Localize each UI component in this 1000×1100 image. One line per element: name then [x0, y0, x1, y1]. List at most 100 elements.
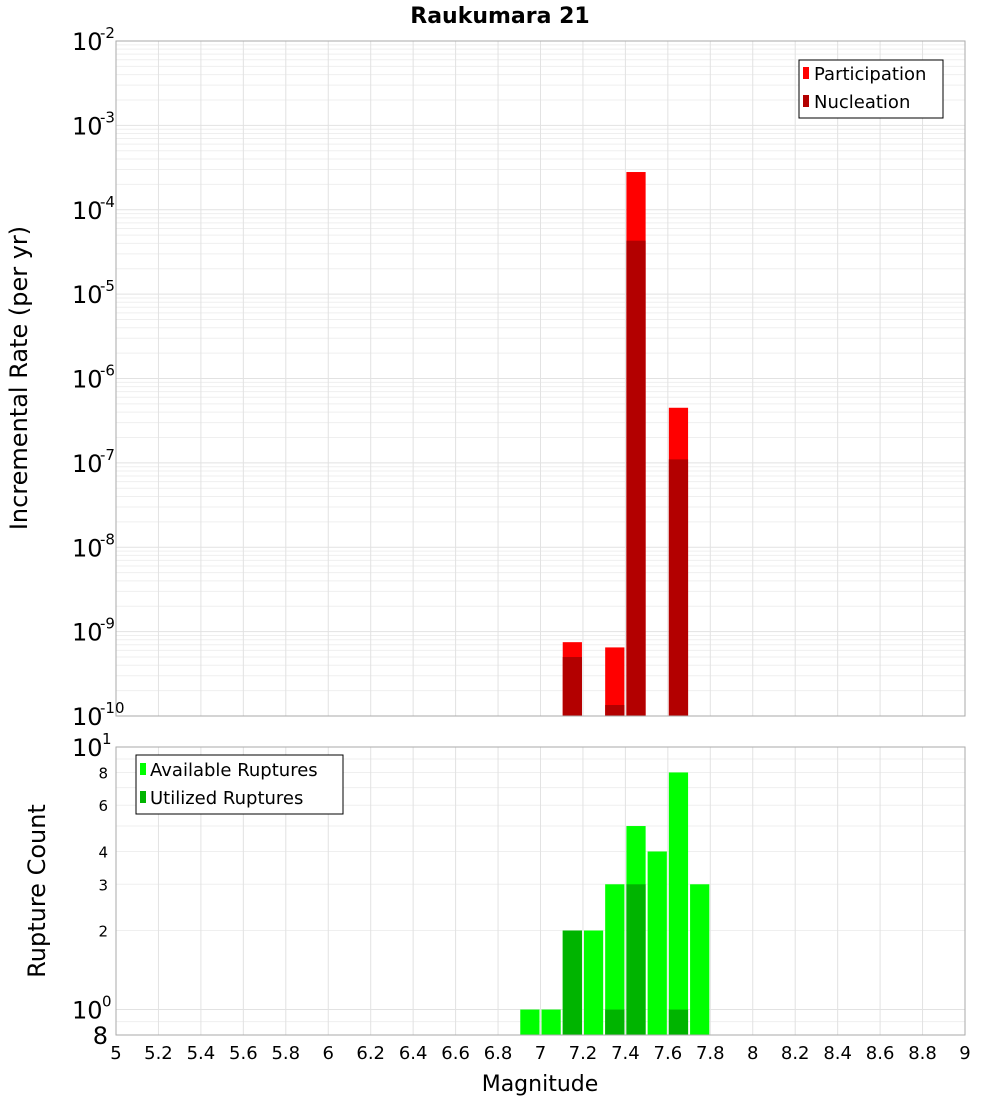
rate-plot-frame — [115, 40, 966, 717]
rate-y-tick-label: 10-6 — [72, 362, 115, 394]
nucleation-bar — [668, 459, 689, 716]
rate-legend-box — [798, 59, 944, 119]
x-tick-label: 7 — [535, 1043, 546, 1064]
rate-y-tick-label: 10-8 — [72, 530, 115, 562]
x-tick-label: 6.6 — [441, 1043, 470, 1064]
available-ruptures-bar — [647, 851, 667, 1035]
available-ruptures-bar — [690, 884, 710, 1035]
x-tick-label: 6 — [323, 1043, 334, 1064]
legend-swatch-nucleation — [803, 95, 809, 107]
nucleation-bar — [562, 657, 582, 716]
rate-y-tick-exponent: -10 — [100, 699, 125, 717]
count-y-minor-tick-label: 4 — [98, 843, 108, 861]
utilized-ruptures-bar — [626, 884, 646, 1035]
count-y-axis-label: Rupture Count — [23, 804, 51, 978]
available-ruptures-bar — [605, 884, 625, 1035]
x-tick-label: 5.4 — [187, 1043, 216, 1064]
legend-label-nucleation: Nucleation — [814, 92, 910, 113]
rate-y-tick-base: 10 — [72, 619, 103, 647]
rate-y-tick-exponent: -8 — [100, 530, 115, 548]
rate-y-tick-exponent: -4 — [100, 193, 115, 211]
rate-y-tick-label: 10-10 — [72, 699, 125, 731]
count-y-tick-label: 10 1 — [72, 730, 112, 762]
count-legend-box — [135, 754, 344, 815]
rate-y-tick-base: 10 — [72, 534, 103, 562]
utilized-ruptures-bar — [562, 930, 582, 1035]
rate-y-tick-label: 10-7 — [72, 446, 115, 478]
rate-plot-grid — [115, 40, 966, 717]
count-y-tick-base: 10 — [72, 997, 103, 1025]
count-y-tick-exponent: 1 — [102, 730, 112, 748]
rate-y-tick-label: 10-5 — [72, 277, 115, 309]
count-y-minor-tick-label: 2 — [98, 923, 108, 941]
rate-y-tick-label: 10-4 — [72, 193, 115, 225]
rate-y-tick-label: 10-9 — [72, 615, 115, 647]
count-plot-frame — [115, 746, 966, 1036]
x-tick-label: 5.6 — [229, 1043, 258, 1064]
utilized-ruptures-bar — [605, 1009, 625, 1035]
x-tick-label: 8.4 — [823, 1043, 852, 1064]
legend-label-available: Available Ruptures — [150, 760, 318, 781]
rate-y-tick-base: 10 — [72, 366, 103, 394]
x-axis-label: Magnitude — [482, 1072, 599, 1097]
available-ruptures-bar — [668, 772, 689, 1035]
rate-y-tick-exponent: -5 — [100, 277, 115, 295]
x-tick-label: 9 — [959, 1043, 970, 1064]
x-tick-label: 8.2 — [781, 1043, 810, 1064]
rate-y-tick-base: 10 — [72, 28, 103, 56]
rate-y-tick-base: 10 — [72, 197, 103, 225]
x-tick-label: 6.4 — [399, 1043, 428, 1064]
utilized-ruptures-bar — [668, 1009, 689, 1035]
chart-title: Raukumara 21 — [410, 4, 589, 29]
available-ruptures-bar — [583, 930, 604, 1035]
count-y-tick-base: 10 — [72, 734, 103, 762]
legend-swatch-participation — [803, 67, 809, 79]
count-y-tick-label: 10 0 — [72, 993, 112, 1025]
rate-y-tick-exponent: -9 — [100, 615, 115, 633]
count-y-tick-exponent: 0 — [102, 993, 112, 1011]
nucleation-bar — [626, 240, 646, 717]
x-tick-label: 5.2 — [144, 1043, 173, 1064]
count-plot-bars — [520, 772, 710, 1035]
x-tick-label: 8 — [747, 1043, 758, 1064]
participation-bar — [605, 647, 625, 716]
rate-y-tick-exponent: -3 — [100, 108, 115, 126]
nucleation-bar — [605, 705, 625, 716]
rate-legend: Participation Nucleation — [798, 59, 944, 119]
rate-y-tick-label: 10-3 — [72, 108, 115, 140]
rate-y-tick-exponent: -2 — [100, 24, 115, 42]
rate-y-tick-base: 10 — [72, 281, 103, 309]
x-tick-label: 6.2 — [356, 1043, 385, 1064]
legend-label-utilized: Utilized Ruptures — [150, 788, 303, 809]
x-tick-label: 7.4 — [611, 1043, 640, 1064]
x-tick-label: 7.6 — [654, 1043, 683, 1064]
rate-y-tick-exponent: -7 — [100, 446, 115, 464]
rate-y-tick-base: 10 — [72, 703, 103, 731]
count-y-minor-tick-label: 6 — [98, 797, 108, 815]
x-tick-label: 8.6 — [866, 1043, 895, 1064]
rate-y-tick-exponent: -6 — [100, 362, 115, 380]
x-tick-label: 5 — [110, 1043, 121, 1064]
count-y-minor-tick-label: 3 — [98, 876, 108, 894]
rate-y-tick-label: 10-2 — [72, 24, 115, 56]
x-tick-label: 7.8 — [696, 1043, 725, 1064]
rate-y-tick-base: 10 — [72, 112, 103, 140]
available-ruptures-bar — [520, 1009, 540, 1035]
x-tick-label: 7.2 — [569, 1043, 598, 1064]
rate-y-tick-base: 10 — [72, 450, 103, 478]
rate-plot-bars — [562, 172, 689, 717]
x-tick-label: 6.8 — [484, 1043, 513, 1064]
count-y-minor-tick-label: 8 — [98, 764, 108, 782]
count-plot-x-ticks: 5 5.2 5.4 5.6 5.8 6 6.2 6.4 6.6 6.8 7 7.2 7.4 7.6 7.8 8… — [110, 1043, 970, 1064]
legend-swatch-available — [140, 763, 146, 775]
count-y-minor-tick-label: 8 — [93, 1022, 108, 1050]
legend-swatch-utilized — [140, 791, 146, 803]
rate-y-axis-label: Incremental Rate (per yr) — [5, 226, 33, 530]
x-tick-label: 5.8 — [271, 1043, 300, 1064]
x-tick-label: 8.8 — [908, 1043, 937, 1064]
